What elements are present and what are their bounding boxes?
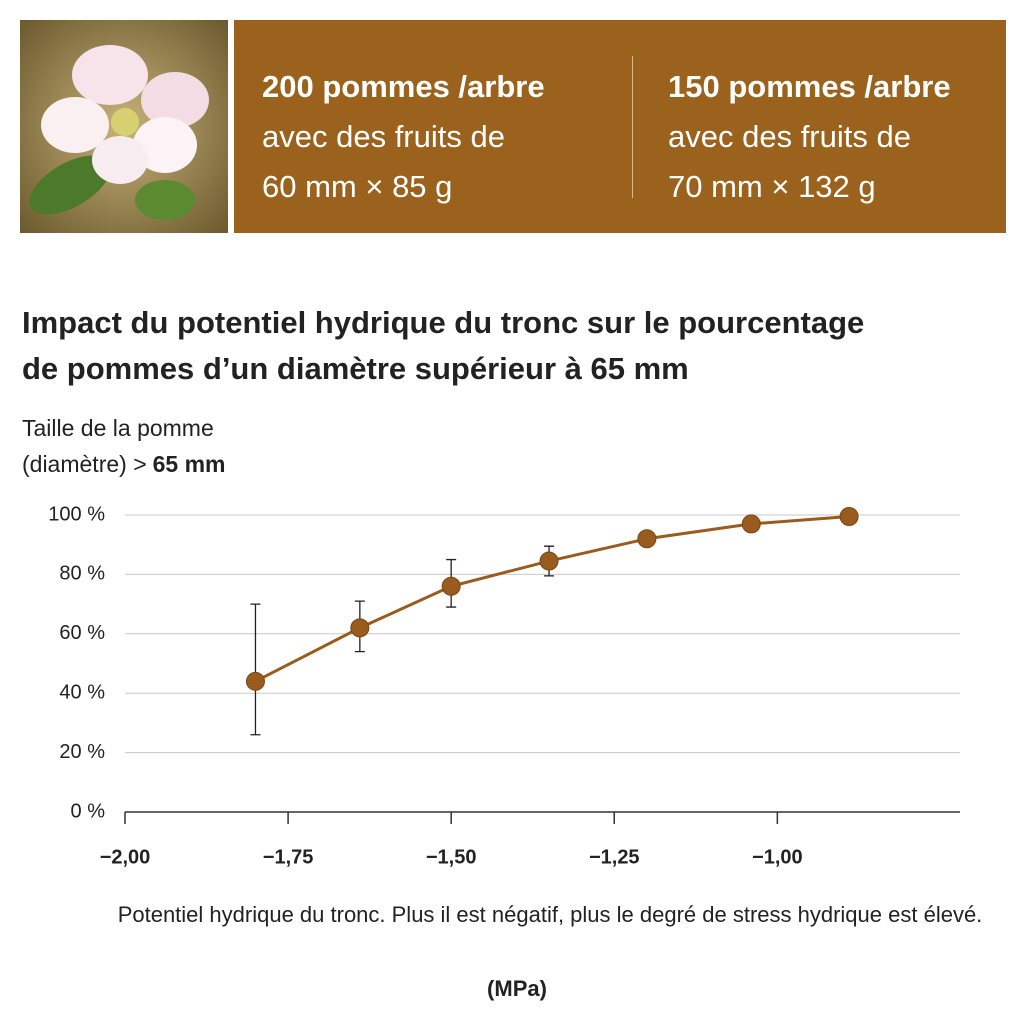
panel-line: 70 mm × 132 g [668,169,876,204]
y-tick-label: 20 % [59,741,105,763]
header-band: 200 pommes /arbre avec des fruits de 60 … [234,20,1006,233]
data-point [839,506,859,526]
title-line: Impact du potentiel hydrique du tronc su… [22,305,865,340]
panel-title: 200 pommes /arbre [262,69,545,104]
header-panel: 150 pommes /arbre avec des fruits de 70 … [668,62,951,212]
y-tick-label: 0 % [71,800,106,822]
error-bar [250,603,261,736]
data-point [441,576,461,596]
y-tick-label: 40 % [59,681,105,703]
panel-line: avec des fruits de [668,119,911,154]
error-bar-line [250,603,261,736]
flower-photo [20,20,228,233]
data-point [637,529,657,549]
x-axis-label: Potentiel hydrique du tronc. Plus il est… [117,902,983,927]
data-point [350,618,370,638]
y-tick-label: 60 % [59,622,105,644]
x-axis-label-box: Potentiel hydrique du tronc. Plus il est… [117,902,983,927]
chart-title: Impact du potentiel hydrique du tronc su… [22,300,864,392]
x-tick-label: −1,50 [426,846,477,868]
panel-line: 60 mm × 85 g [262,169,453,204]
y-axis-label-bold: 65 mm [153,451,226,477]
x-tick-label: −1,25 [589,846,640,868]
y-axis-label: (diamètre) >65 mm [22,451,226,477]
data-point [741,514,761,534]
title-line: de pommes d’un diamètre supérieur à 65 m… [22,351,689,386]
x-tick-label: −2,00 [100,846,151,868]
y-tick-label: 100 % [48,503,105,525]
data-line [254,514,850,683]
header-panel: 200 pommes /arbre avec des fruits de 60 … [262,62,545,212]
x-axis-unit: (MPa) [487,976,547,1001]
y-axis-label-part: (diamètre) > [22,451,147,477]
separator [632,56,633,198]
data-point [245,671,265,691]
data-point [539,551,559,571]
y-axis-label: Taille de la pomme [22,415,214,441]
y-tick-label: 80 % [59,563,105,585]
panel-title: 150 pommes /arbre [668,69,951,104]
x-tick-label: −1,00 [752,846,803,868]
x-tick-label: −1,75 [263,846,314,868]
panel-line: avec des fruits de [262,119,505,154]
